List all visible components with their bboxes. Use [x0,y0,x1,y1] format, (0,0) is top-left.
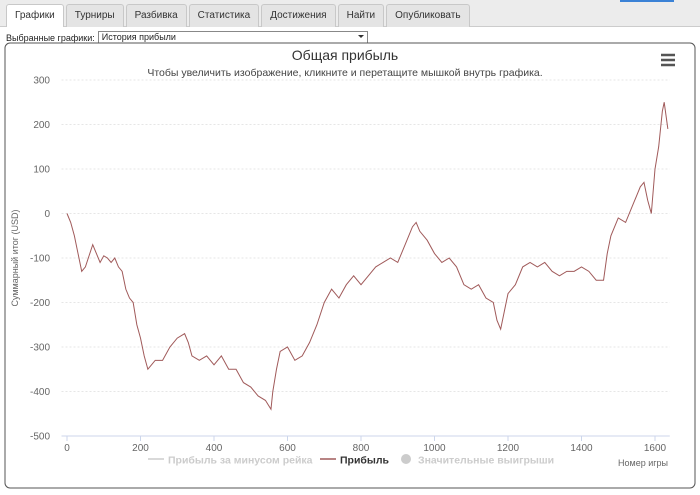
x-tick-label: 200 [132,443,149,454]
y-tick-label: 200 [33,120,50,131]
selector-label: Выбранные графики: [6,32,95,43]
y-tick-label: -200 [30,298,50,309]
tab[interactable]: Опубликовать [386,4,470,27]
x-tick-label: 800 [353,443,370,454]
y-tick-label: -400 [30,387,50,398]
tabs: Графики Турниры Разбивка Статистика Достижен… [6,4,470,27]
tab[interactable]: Разбивка [125,4,187,27]
menu-icon[interactable] [661,53,675,67]
y-tick-label: -100 [30,254,50,265]
x-tick-label: 1000 [423,443,446,454]
legend-marker [401,454,411,464]
y-tick-label: 300 [33,76,50,87]
x-tick-label: 600 [279,443,296,454]
y-tick-label: 100 [33,165,50,176]
x-tick-label: 400 [206,443,223,454]
y-tick-label: -300 [30,343,50,354]
legend-item: Прибыль [340,455,390,467]
line [66,102,669,411]
x-tick-label: 0 [64,443,70,454]
x-axis-title: Номер игры [618,458,668,468]
x-tick-label: 1200 [497,443,520,454]
tab[interactable]: Графики [6,4,64,27]
legend-item: Значительные выигрыши [418,455,554,467]
tab[interactable]: Достижения [261,4,336,27]
x-tick-label: 1400 [570,443,593,454]
tab[interactable]: Найти [337,4,385,27]
chart-subtitle: Чтобы увеличить изображение, кликните и … [147,67,542,79]
chart-title: Общая прибыль [292,47,398,63]
button[interactable] [620,0,674,2]
chart-frame [4,42,696,489]
tab[interactable]: Турниры [65,4,124,27]
y-tick-label: 0 [44,209,50,220]
y-axis-title: Суммарный итог (USD) [10,209,20,306]
legend-item: Прибыль за минусом рейка [168,455,313,467]
tab-bar: Графики Турниры Разбивка Статистика Достижен… [0,0,700,27]
y-tick-label: -500 [30,432,50,443]
x-tick-label: 1600 [644,443,667,454]
tab[interactable]: Статистика [188,4,260,27]
